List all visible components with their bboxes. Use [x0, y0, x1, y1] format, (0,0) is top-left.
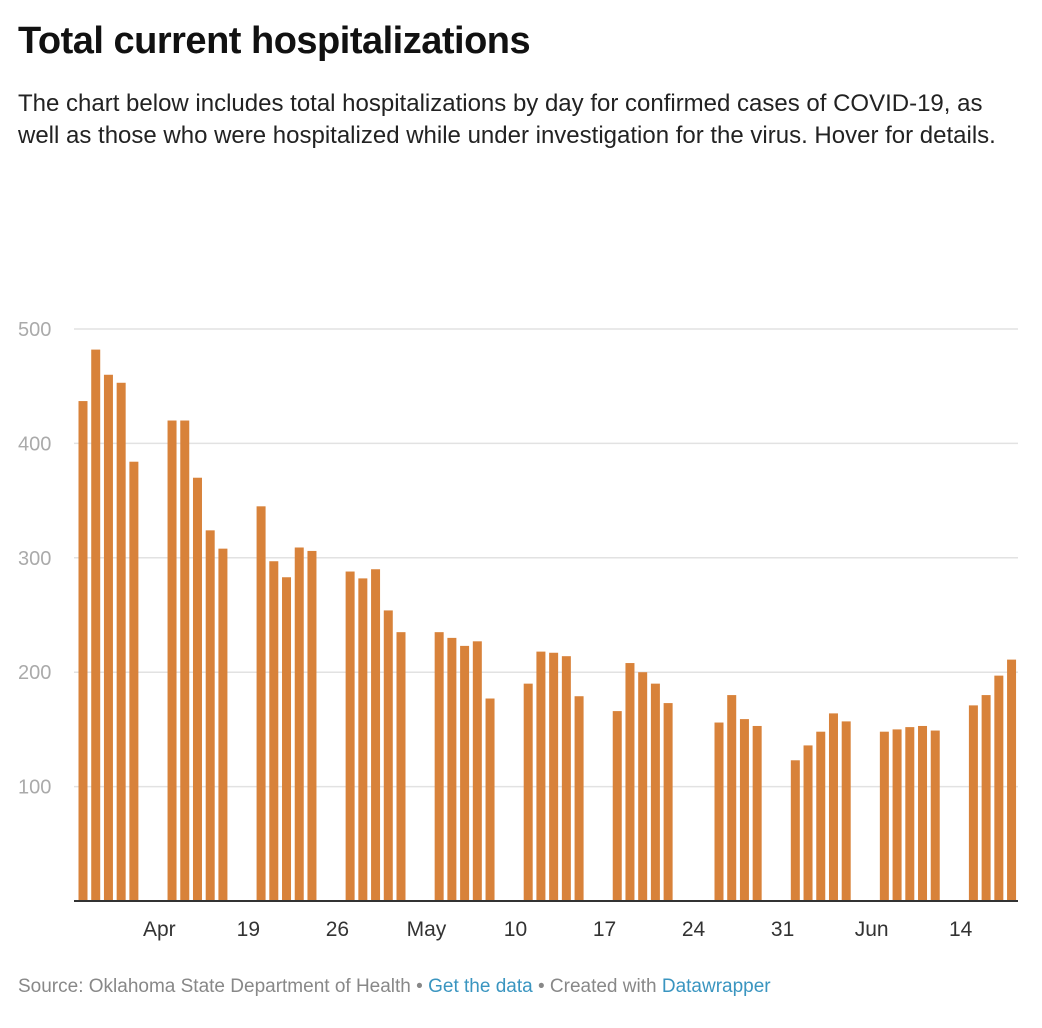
bar[interactable] [739, 719, 749, 901]
bar[interactable] [485, 698, 495, 901]
get-data-link[interactable]: Get the data [428, 976, 533, 997]
chart-subtitle: The chart below includes total hospitali… [18, 90, 996, 149]
bar[interactable] [790, 760, 800, 901]
created-with-text: Created with [549, 976, 662, 997]
bar[interactable] [663, 703, 673, 901]
bar[interactable] [192, 477, 202, 901]
bar[interactable] [803, 745, 813, 901]
bar-chart: 100 200 300 400 500 Apr 19 26 May 10 17 24 31 Jun 14 [18, 319, 1018, 941]
y-tick-label: 300 [18, 548, 51, 570]
bar[interactable] [434, 632, 444, 901]
bar[interactable] [994, 675, 1004, 901]
x-tick-label: 31 [771, 918, 794, 941]
bar[interactable] [905, 727, 915, 901]
source-text: Source: Oklahoma State Department of Hea… [18, 976, 411, 997]
bar[interactable] [472, 641, 482, 901]
x-tick-label: 26 [326, 918, 349, 941]
bar[interactable] [294, 547, 304, 901]
bar[interactable] [549, 652, 559, 901]
bar[interactable] [358, 578, 368, 901]
bar[interactable] [371, 569, 381, 901]
x-tick-label: Apr [143, 918, 176, 941]
bar[interactable] [879, 731, 889, 901]
bar[interactable] [180, 420, 190, 901]
y-tick-label: 100 [18, 777, 51, 799]
x-tick-label: 17 [593, 918, 616, 941]
footer: Source: Oklahoma State Department of Hea… [18, 976, 771, 998]
bar[interactable] [930, 730, 940, 901]
x-tick-label: 24 [682, 918, 706, 941]
bar[interactable] [307, 550, 317, 901]
bar[interactable] [345, 571, 355, 901]
separator: • [532, 976, 550, 997]
bar[interactable] [282, 577, 292, 901]
bar[interactable] [256, 506, 266, 901]
bar[interactable] [447, 637, 457, 901]
bar[interactable] [638, 672, 648, 901]
bar[interactable] [116, 382, 126, 901]
bar[interactable] [968, 705, 978, 901]
bar[interactable] [727, 695, 737, 901]
chart-title: Total current hospitalizations [18, 20, 531, 62]
bar[interactable] [828, 713, 838, 901]
bar[interactable] [918, 725, 928, 901]
separator: • [410, 976, 429, 997]
bar[interactable] [218, 548, 228, 901]
bar[interactable] [129, 461, 139, 901]
bar[interactable] [269, 561, 279, 901]
bar[interactable] [523, 683, 533, 901]
bar[interactable] [205, 530, 215, 901]
y-tick-label: 200 [18, 662, 51, 684]
bar[interactable] [612, 711, 622, 901]
bar[interactable] [536, 651, 546, 901]
y-tick-label: 500 [18, 319, 51, 341]
bar[interactable] [396, 632, 406, 901]
bar[interactable] [103, 374, 113, 901]
bar[interactable] [841, 721, 851, 901]
datawrapper-link[interactable]: Datawrapper [661, 976, 771, 997]
bar[interactable] [892, 729, 902, 901]
x-tick-label: 19 [237, 918, 260, 941]
x-tick-label: 14 [949, 918, 973, 941]
bar[interactable] [383, 610, 393, 901]
bar[interactable] [91, 349, 101, 901]
x-tick-label: May [407, 918, 447, 941]
x-tick-label: Jun [855, 918, 889, 941]
bar[interactable] [752, 725, 762, 901]
bar[interactable] [167, 420, 177, 901]
bar[interactable] [574, 696, 584, 901]
bar[interactable] [714, 722, 724, 901]
y-tick-label: 400 [18, 433, 51, 455]
bar[interactable] [650, 683, 660, 901]
bar[interactable] [460, 645, 470, 901]
bar[interactable] [816, 731, 826, 901]
bar[interactable] [1007, 659, 1017, 901]
bar[interactable] [561, 656, 571, 901]
bar[interactable] [78, 401, 88, 901]
bar[interactable] [625, 663, 635, 901]
x-tick-label: 10 [504, 918, 527, 941]
bar[interactable] [981, 695, 991, 901]
